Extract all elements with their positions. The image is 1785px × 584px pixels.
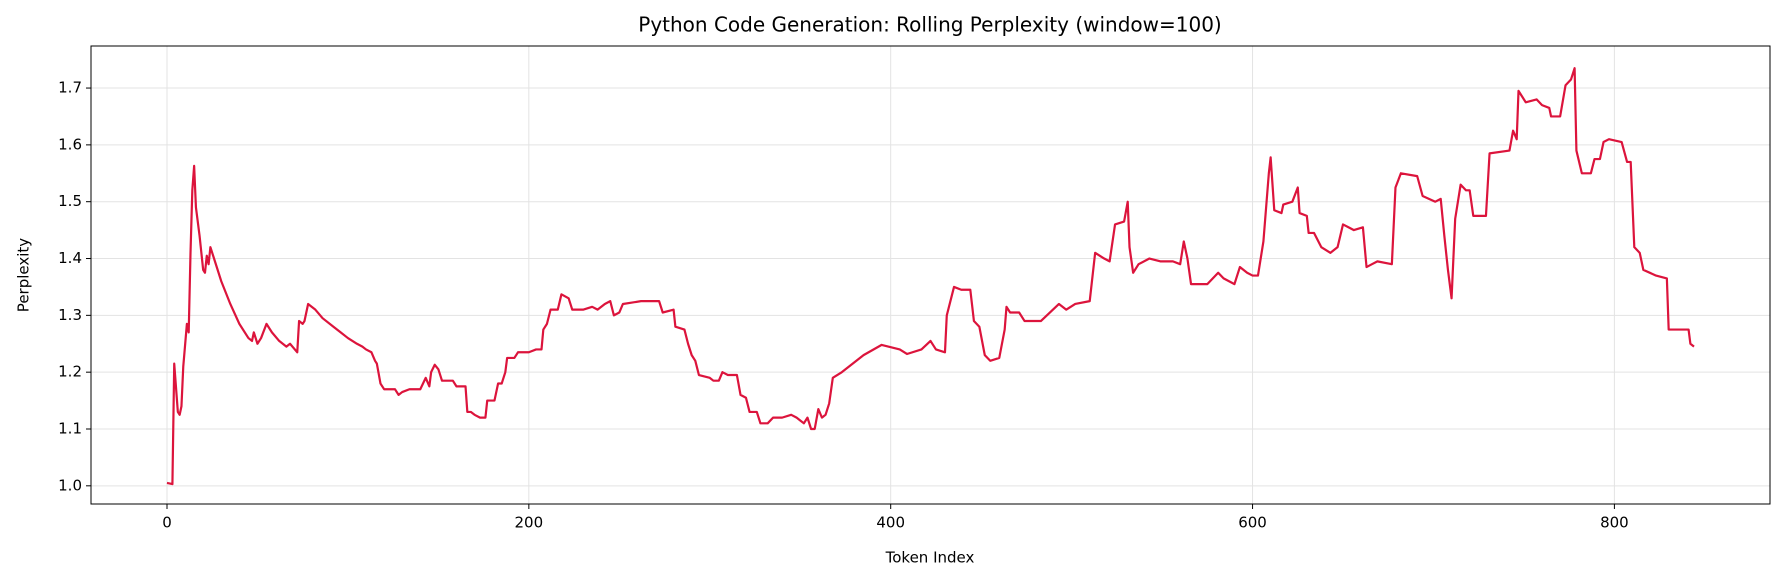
y-tick-label: 1.0 bbox=[58, 476, 82, 494]
x-tick-label: 0 bbox=[162, 514, 172, 532]
x-tick-label: 600 bbox=[1238, 514, 1267, 532]
x-axis-label: Token Index bbox=[885, 549, 975, 567]
y-tick-label: 1.5 bbox=[58, 192, 82, 210]
y-tick-label: 1.3 bbox=[58, 306, 82, 324]
x-tick-label: 200 bbox=[515, 514, 544, 532]
y-tick-label: 1.1 bbox=[58, 419, 82, 437]
x-tick-label: 800 bbox=[1600, 514, 1629, 532]
plot-frame bbox=[90, 45, 1771, 505]
y-tick-label: 1.6 bbox=[58, 135, 82, 153]
x-tick-label: 400 bbox=[876, 514, 905, 532]
y-tick-label: 1.4 bbox=[58, 249, 82, 267]
chart-title: Python Code Generation: Rolling Perplexi… bbox=[638, 13, 1221, 37]
y-tick-label: 1.7 bbox=[58, 79, 82, 97]
data-line bbox=[166, 67, 1695, 486]
y-tick-label: 1.2 bbox=[58, 363, 82, 381]
y-axis-label: Perplexity bbox=[15, 238, 33, 312]
